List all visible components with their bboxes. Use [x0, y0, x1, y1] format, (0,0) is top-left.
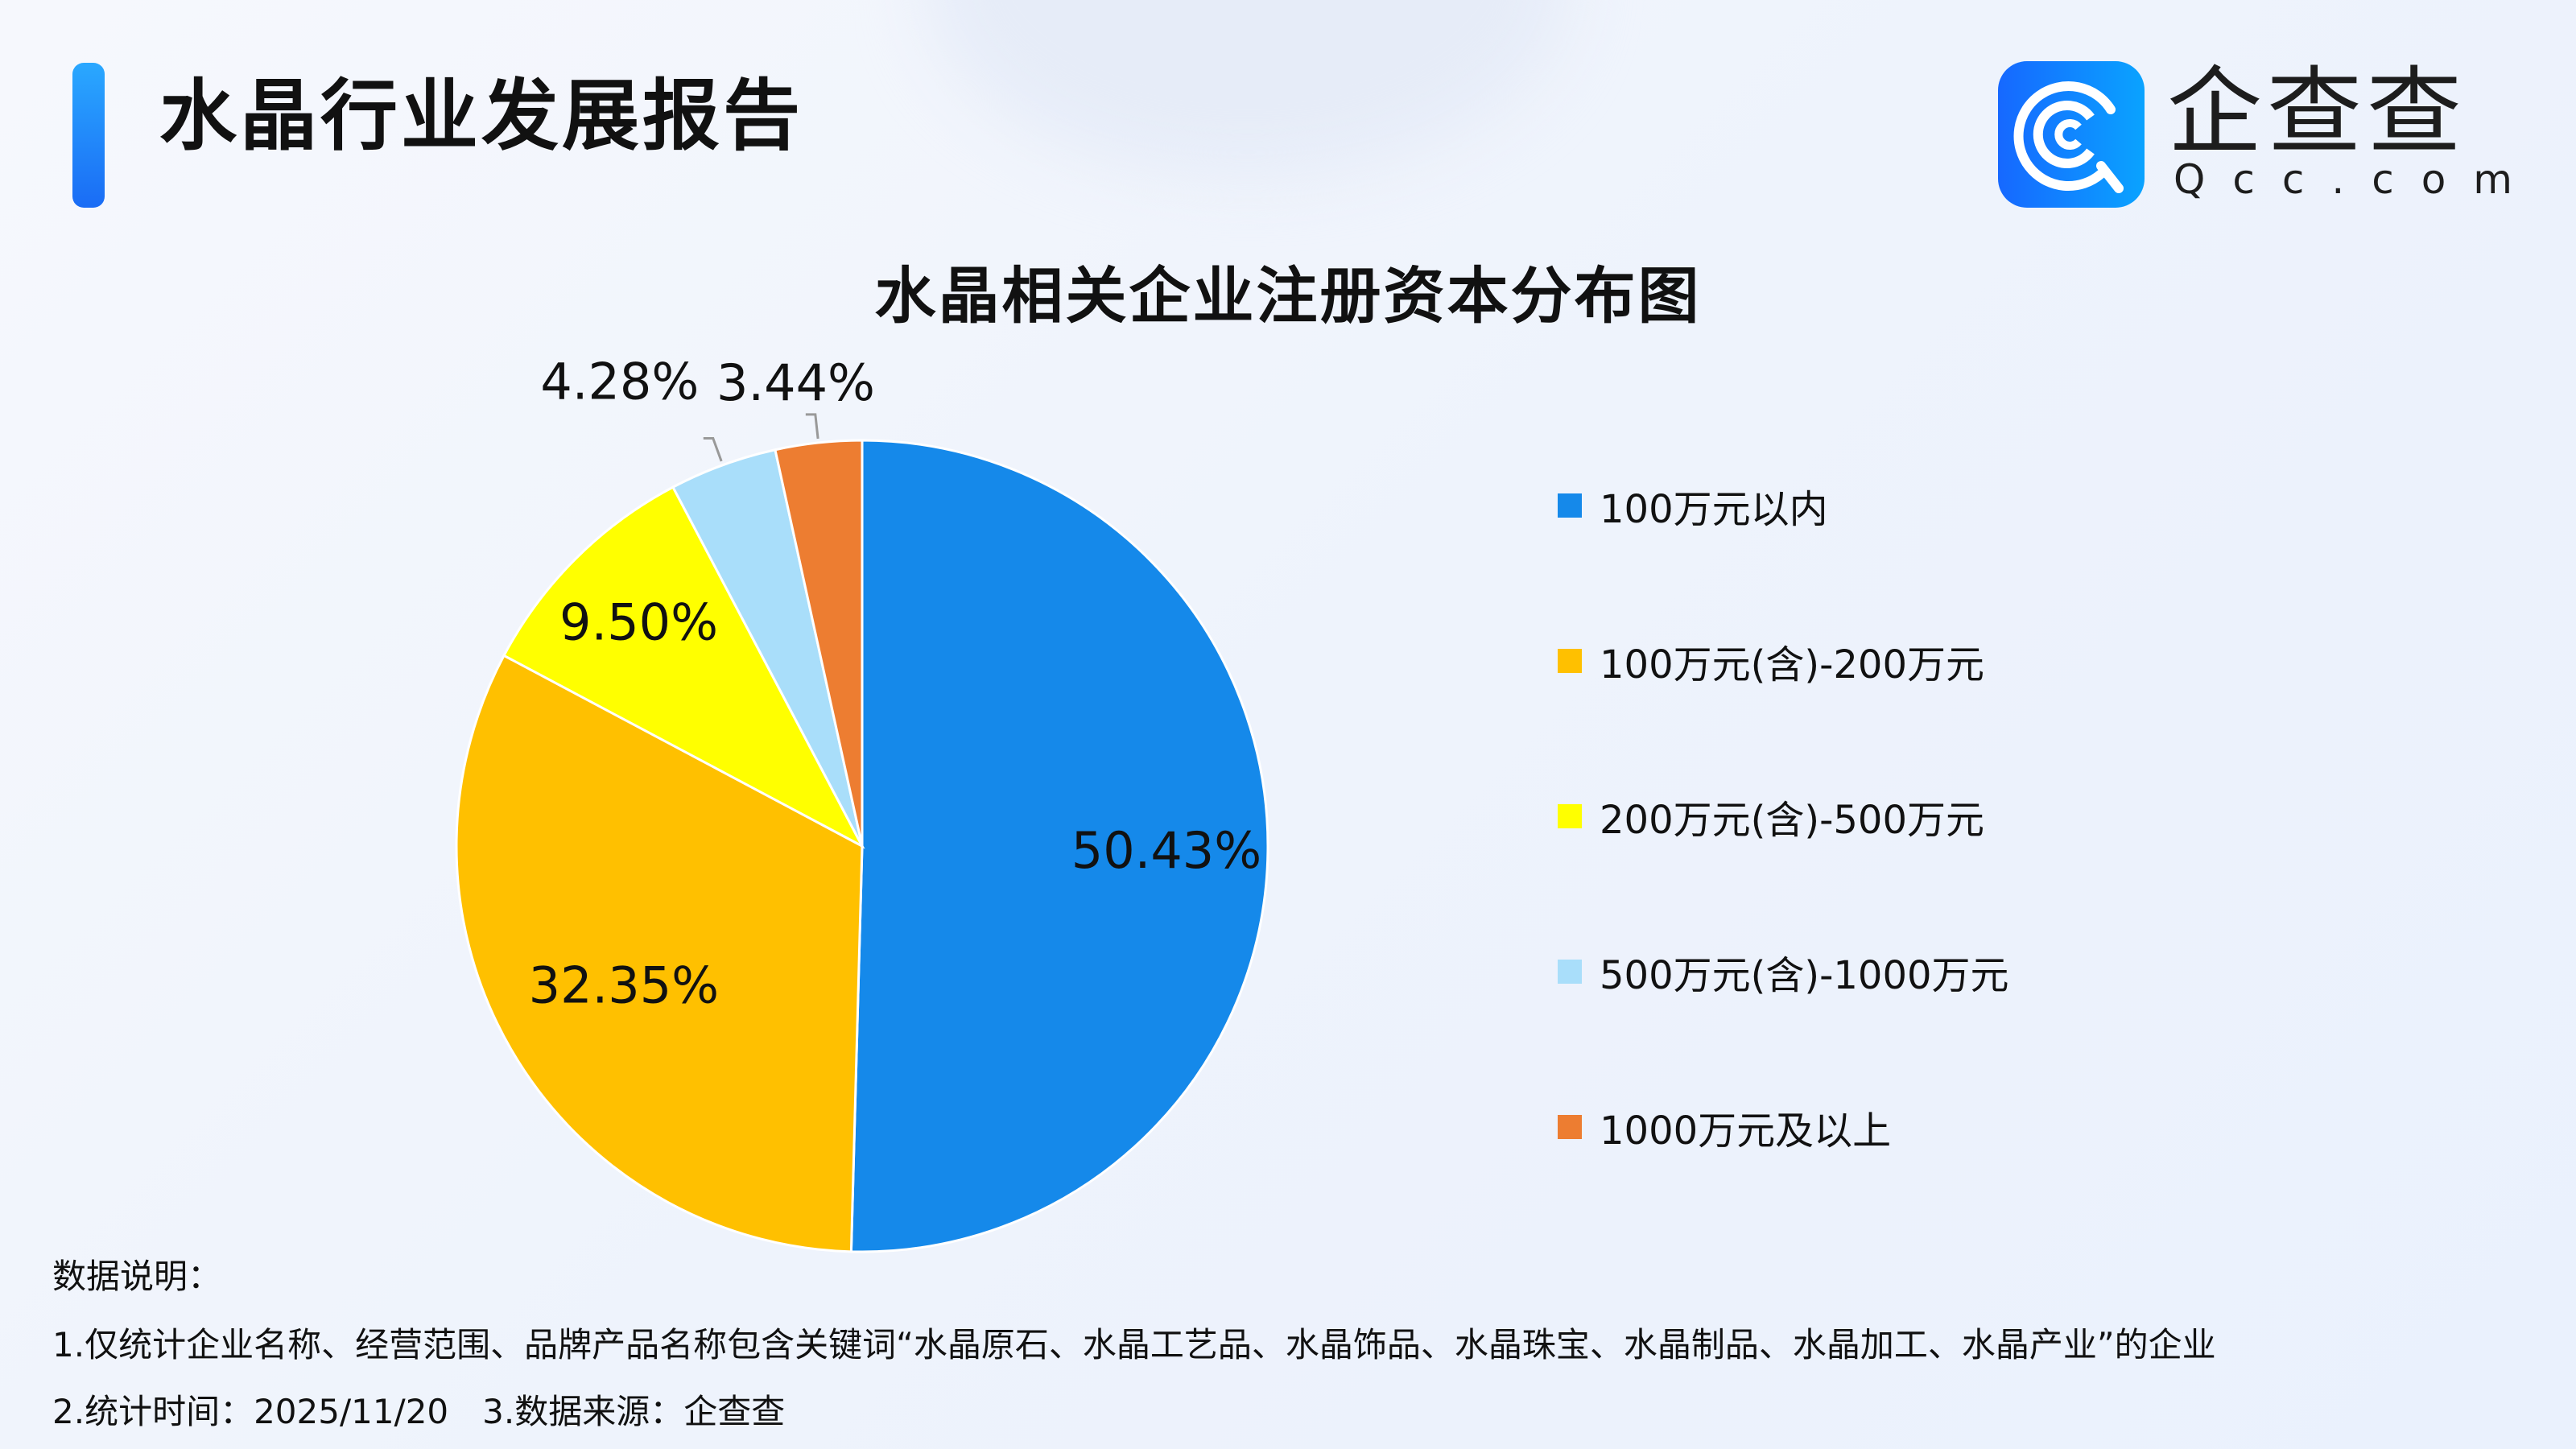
data-label: 32.35% [529, 956, 719, 1015]
legend-swatch [1558, 1115, 1582, 1139]
legend-item: 100万元(含)-200万元 [1558, 633, 1984, 689]
legend-label: 100万元以内 [1600, 487, 1828, 532]
footer-note-2: 2.统计时间：2025/11/20 3.数据来源：企查查 [52, 1392, 786, 1431]
legend-item: 100万元以内 [1558, 477, 1828, 534]
legend-label: 200万元(含)-500万元 [1600, 798, 1985, 843]
data-label: 4.28% [540, 353, 699, 411]
page-title: 水晶行业发展报告 [159, 71, 803, 161]
pie-slice [502, 485, 865, 849]
legend-item: 500万元(含)-1000万元 [1558, 943, 2009, 1000]
footer-note-1: 1.仅统计企业名称、经营范围、品牌产品名称包含关键词“水晶原石、水晶工艺品、水晶… [52, 1325, 2216, 1364]
data-label: 3.44% [716, 353, 875, 412]
legend-swatch [1558, 649, 1582, 673]
legend-item: 200万元(含)-500万元 [1558, 788, 1984, 844]
legend-swatch [1558, 804, 1582, 828]
pie-slice [849, 439, 1269, 1253]
legend-swatch [1558, 960, 1582, 984]
leader-line [703, 437, 723, 462]
legend-label: 100万元(含)-200万元 [1600, 642, 1985, 687]
logo-text: 企查查 [2167, 56, 2467, 167]
data-label: 50.43% [1071, 821, 1261, 880]
leader-line [805, 413, 819, 440]
logo-domain: Qcc.com [2174, 156, 2541, 203]
pie-slice [455, 654, 864, 1253]
data-label: 9.50% [559, 592, 718, 651]
legend-label: 500万元(含)-1000万元 [1600, 953, 2009, 998]
footer-heading: 数据说明： [52, 1257, 222, 1296]
chart-title: 水晶相关企业注册资本分布图 [874, 260, 1702, 332]
qcc-logo-icon [1998, 61, 2145, 208]
legend-swatch [1558, 493, 1582, 518]
legend-label: 1000万元及以上 [1600, 1108, 1892, 1154]
pie-slice [774, 439, 864, 847]
header-accent-bar [72, 63, 105, 208]
legend-item: 1000万元及以上 [1558, 1099, 1891, 1155]
